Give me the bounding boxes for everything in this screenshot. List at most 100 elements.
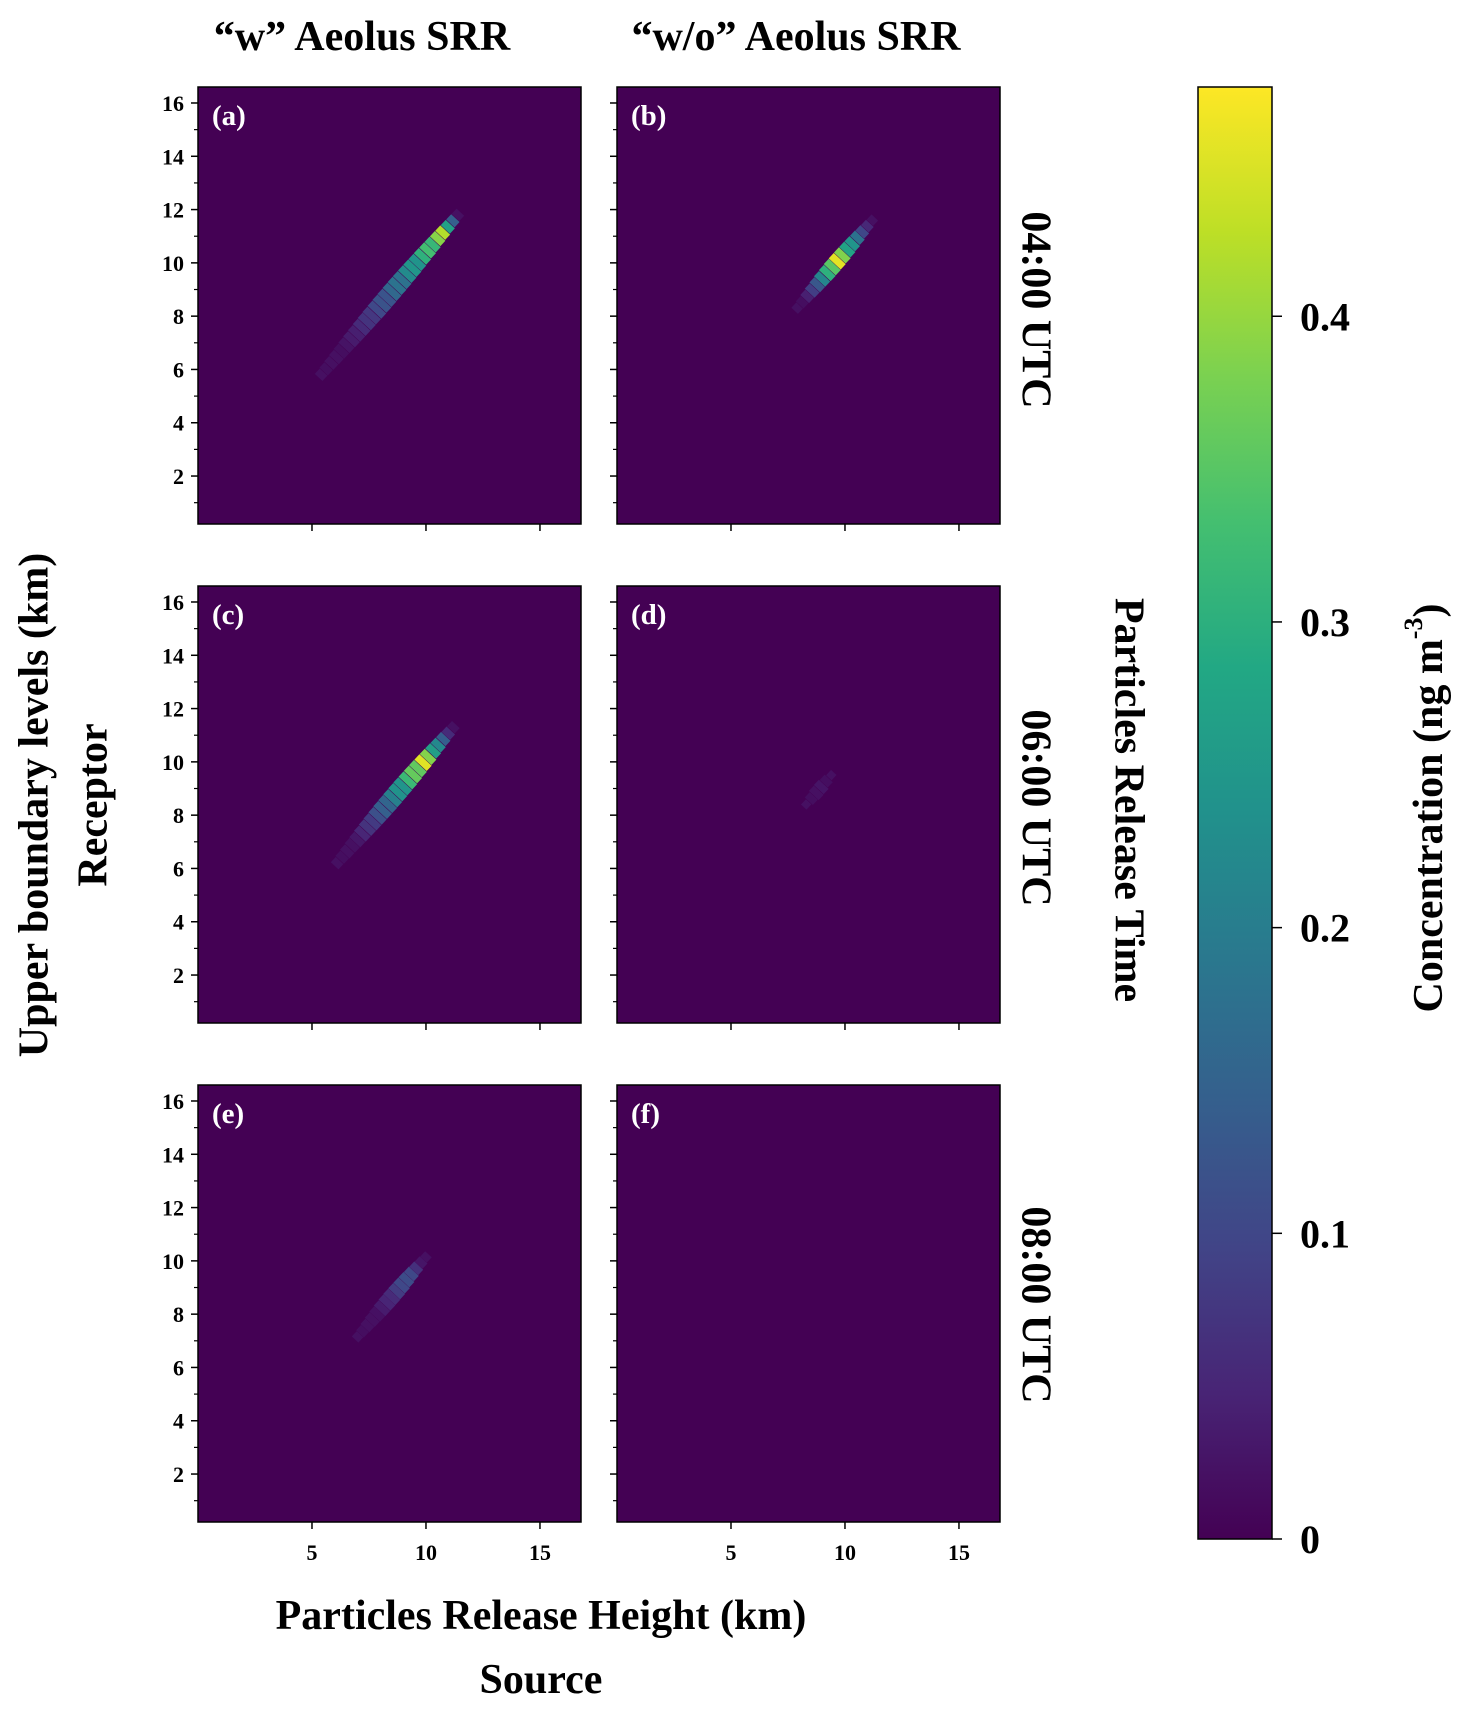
streak-cell	[413, 247, 432, 265]
streak-cell	[387, 276, 407, 296]
concentration-streak	[791, 214, 879, 314]
streak-cell	[393, 777, 413, 796]
streak-cell	[388, 1282, 406, 1300]
streak-cell	[358, 819, 377, 837]
y-tick-label: 2	[173, 1462, 184, 1487]
y-tick-label: 2	[173, 464, 184, 489]
colorbar-tick-label: 0.3	[1300, 600, 1350, 645]
streak-cell	[800, 799, 812, 810]
streak-cell	[441, 726, 456, 740]
y-tick-label: 12	[162, 198, 184, 223]
row-group-label: Particles Release Time	[1105, 598, 1151, 1002]
y-tick-label: 4	[173, 910, 184, 935]
streak-cell	[362, 306, 381, 325]
streak-cell	[377, 288, 397, 307]
streak-cell	[343, 331, 360, 348]
streak-cell	[347, 324, 366, 342]
streak-cell	[849, 230, 865, 246]
streak-cell	[409, 759, 427, 778]
y-tick-label: 16	[162, 1089, 184, 1114]
streak-cell	[372, 294, 392, 313]
x-tick-label: 15	[529, 1540, 551, 1565]
streak-cell	[828, 253, 846, 270]
x-tick-label: 5	[306, 1540, 317, 1565]
streak-cell	[414, 1256, 428, 1269]
y-axis: 2 4 6 8 10 12 14 16	[162, 91, 198, 504]
column-title-without-aeolus: “w/o” Aeolus SRR	[631, 14, 961, 60]
y-tick-label: 4	[173, 411, 184, 436]
streak-cell	[414, 754, 432, 772]
streak-cell	[324, 355, 339, 370]
streak-cell	[351, 1331, 364, 1343]
streak-cell	[383, 1288, 401, 1306]
streak-cell	[319, 362, 333, 376]
panel-d: (d)	[610, 585, 1001, 1030]
y-tick-label: 6	[173, 1355, 184, 1380]
y-axis	[610, 1100, 617, 1502]
streak-cell	[409, 1261, 424, 1276]
x-tick-label: 10	[415, 1540, 437, 1565]
streak-cell	[356, 1324, 369, 1338]
y-tick-label: 6	[173, 856, 184, 881]
concentration-streak	[351, 1251, 432, 1343]
streak-cell	[360, 1318, 375, 1333]
streak-cell	[833, 247, 851, 264]
streak-cell	[791, 302, 803, 314]
streak-cell	[349, 831, 366, 848]
panel-frame	[197, 1084, 582, 1523]
streak-cell	[398, 771, 418, 790]
streak-cell	[333, 343, 350, 359]
y-tick-label: 8	[173, 1302, 184, 1327]
y-tick-label: 14	[162, 1142, 184, 1167]
streak-cell	[335, 850, 349, 864]
panel-c: (c) 2 4 6 8 10 12 14 16	[162, 585, 582, 1030]
streak-cell	[408, 253, 427, 271]
x-tick-label: 5	[725, 1540, 736, 1565]
y-tick-label: 10	[162, 1249, 184, 1274]
panel-frame	[616, 1084, 1001, 1523]
streak-cell	[398, 1271, 415, 1288]
y-axis-title: Upper boundary levels (km)	[12, 553, 58, 1057]
x-axis	[311, 524, 541, 531]
concentration-streak	[314, 208, 465, 381]
streak-cell	[378, 794, 398, 814]
row-title-0600: 06:00 UTC	[1012, 709, 1058, 906]
panel-label: (a)	[212, 100, 246, 132]
colorbar-ticks: 0 0.1 0.2 0.3 0.4	[1272, 294, 1350, 1562]
streak-cell	[430, 737, 446, 753]
streak-cell	[818, 264, 836, 282]
y-tick-label: 12	[162, 697, 184, 722]
panel-label: (e)	[212, 1098, 244, 1130]
streak-cell	[866, 214, 879, 226]
colorbar-tick-label: 0	[1300, 1517, 1320, 1562]
streak-cell	[403, 1266, 419, 1282]
streak-cell	[393, 1277, 410, 1294]
streak-cell	[344, 837, 360, 853]
streak-cell	[338, 337, 355, 354]
streak-cell	[368, 806, 387, 825]
panel-background	[198, 87, 581, 524]
x-axis	[311, 1023, 541, 1030]
streak-cell	[392, 270, 412, 290]
y-axis: 2 4 6 8 10 12 14 16	[162, 590, 198, 1003]
panel-label: (c)	[212, 599, 244, 631]
row-title-0800: 08:00 UTC	[1012, 1206, 1058, 1403]
x-axis-subtitle: Source	[480, 1657, 603, 1703]
panel-frame	[616, 86, 1001, 525]
streak-cell	[353, 825, 371, 842]
streak-cell	[808, 785, 824, 801]
x-tick-label: 15	[948, 1540, 970, 1565]
streak-cell	[378, 1294, 396, 1311]
streak-cell	[357, 312, 376, 331]
streak-cell	[855, 225, 870, 239]
x-axis	[730, 524, 960, 531]
colorbar-label-close: )	[1406, 604, 1452, 618]
colorbar-tick-label: 0.1	[1300, 1211, 1350, 1256]
streak-cell	[419, 748, 437, 765]
streak-cell	[860, 219, 874, 233]
y-tick-label: 6	[173, 357, 184, 382]
streak-cell	[388, 783, 408, 802]
colorbar-label: Concentration (ng m-3)	[1399, 604, 1452, 1013]
panel-frame	[197, 585, 582, 1024]
